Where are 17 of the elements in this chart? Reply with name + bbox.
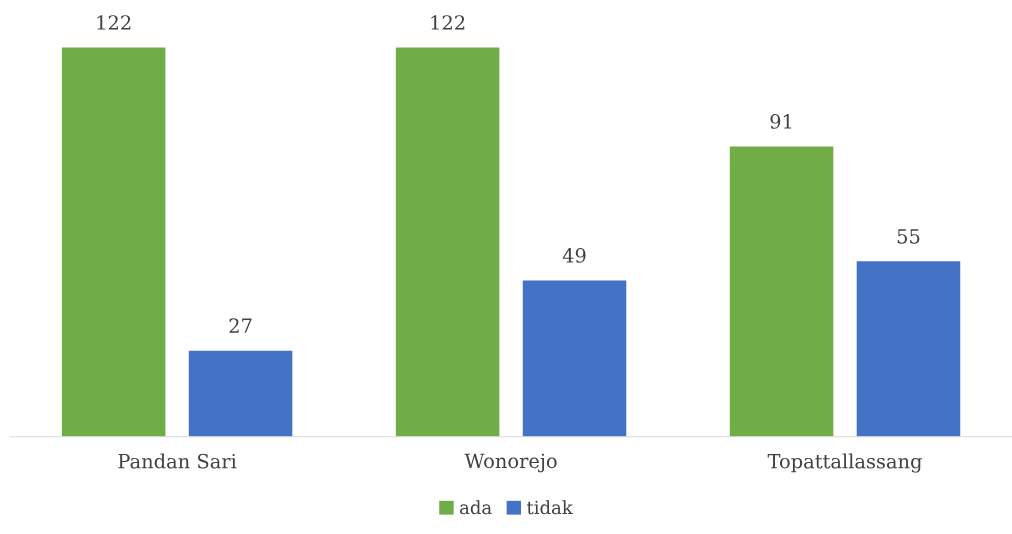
bar: [522, 280, 627, 437]
x-tick-label: Pandan Sari: [118, 453, 237, 469]
legend-label: ada: [459, 500, 492, 515]
bar: [395, 47, 500, 437]
data-label: 55: [897, 229, 920, 244]
bar: [61, 47, 166, 437]
legend-label: tidak: [527, 500, 573, 515]
bar: [188, 350, 293, 437]
x-tick-label: Topattallassang: [767, 453, 922, 473]
bar: [729, 146, 834, 437]
data-label: 122: [431, 15, 465, 30]
bar: [856, 261, 961, 437]
data-label: 122: [97, 15, 131, 30]
data-label: 49: [562, 248, 586, 263]
x-tick-label: Wonorejo: [464, 453, 557, 473]
data-label: 27: [229, 318, 252, 333]
data-label: 91: [770, 114, 792, 129]
